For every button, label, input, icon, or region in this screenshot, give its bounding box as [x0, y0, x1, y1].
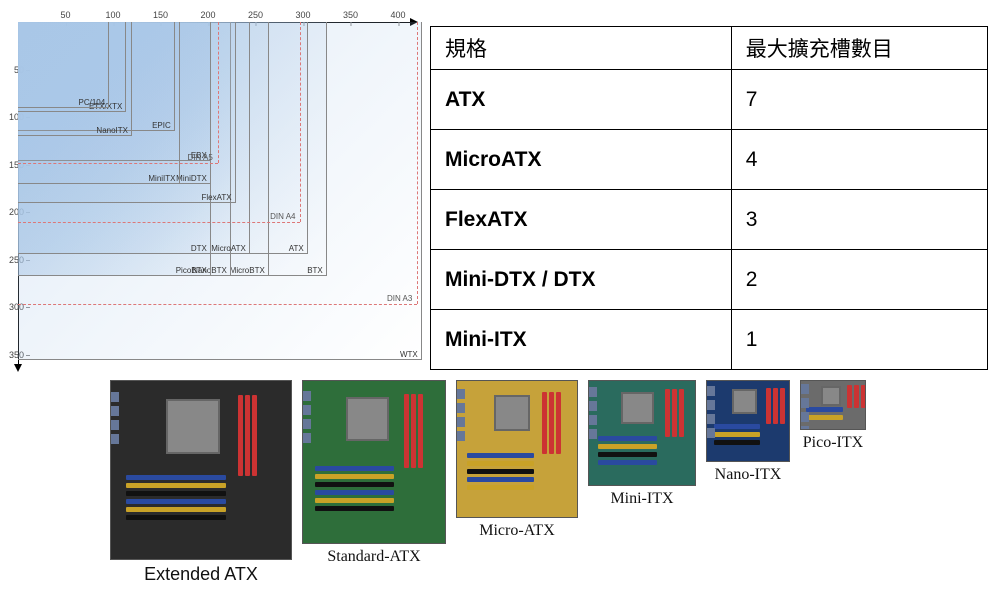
- motherboard-graphic: [302, 380, 446, 544]
- board-label: Nano-ITX: [715, 466, 782, 484]
- board-item: Extended ATX: [110, 380, 292, 585]
- form-factor-size-chart: 5010015020025030035040050100150200250300…: [6, 10, 416, 370]
- din-label: DIN A5: [188, 153, 213, 162]
- din-line: [18, 163, 218, 164]
- form-factor-label: MiniITX: [148, 175, 175, 183]
- form-factor-label: PicoBTX: [176, 267, 207, 275]
- board-label: Pico-ITX: [803, 434, 863, 452]
- motherboard-graphic: [800, 380, 866, 430]
- slots-cell: 4: [731, 130, 987, 190]
- col-spec: 規格: [431, 27, 732, 70]
- table-row: Mini-ITX1: [431, 310, 988, 370]
- x-tick: 350: [343, 10, 358, 20]
- table-row: FlexATX3: [431, 190, 988, 250]
- form-factor-label: MiniDTX: [176, 175, 207, 183]
- table-row: Mini-DTX / DTX2: [431, 250, 988, 310]
- x-tick: 300: [295, 10, 310, 20]
- board-label: Extended ATX: [144, 564, 258, 585]
- col-slots: 最大擴充槽數目: [731, 27, 987, 70]
- board-label: Micro-ATX: [479, 522, 555, 540]
- x-tick: 250: [248, 10, 263, 20]
- form-factor-label: MicroATX: [211, 245, 246, 253]
- board-item: Pico-ITX: [800, 380, 866, 452]
- board-item: Mini-ITX: [588, 380, 696, 508]
- motherboard-lineup: Extended ATX Standard-ATX Micro-ATX Mini-IT…: [110, 380, 866, 585]
- table-row: ATX7: [431, 70, 988, 130]
- motherboard-graphic: [706, 380, 790, 462]
- board-label: Standard-ATX: [327, 548, 420, 566]
- din-line: [417, 22, 418, 304]
- spec-cell: ATX: [431, 70, 732, 130]
- form-factor-label: EPIC: [152, 122, 171, 130]
- din-line: [300, 22, 301, 222]
- form-factor-label: FlexATX: [201, 194, 231, 202]
- form-factor-box: [18, 22, 109, 108]
- din-label: DIN A3: [387, 294, 412, 303]
- spec-cell: Mini-ITX: [431, 310, 732, 370]
- din-line: [218, 22, 219, 163]
- form-factor-label: PC/104: [79, 99, 106, 107]
- form-factor-label: BTX: [307, 267, 323, 275]
- board-label: Mini-ITX: [610, 490, 673, 508]
- form-factor-label: WTX: [400, 351, 418, 359]
- slots-cell: 7: [731, 70, 987, 130]
- x-tick: 400: [390, 10, 405, 20]
- x-tick: 100: [105, 10, 120, 20]
- motherboard-graphic: [110, 380, 292, 560]
- spec-cell: MicroATX: [431, 130, 732, 190]
- y-axis-arrow: [14, 364, 22, 372]
- spec-cell: FlexATX: [431, 190, 732, 250]
- din-line: [18, 304, 417, 305]
- form-factor-label: ATX: [289, 245, 304, 253]
- form-factor-label: DTX: [191, 245, 207, 253]
- spec-cell: Mini-DTX / DTX: [431, 250, 732, 310]
- slots-cell: 2: [731, 250, 987, 310]
- motherboard-graphic: [456, 380, 578, 518]
- x-tick: 150: [153, 10, 168, 20]
- motherboard-graphic: [588, 380, 696, 486]
- form-factor-label: NanoITX: [96, 127, 128, 135]
- expansion-slot-table: 規格 最大擴充槽數目 ATX7MicroATX4FlexATX3Mini-DTX…: [430, 26, 988, 370]
- board-item: Standard-ATX: [302, 380, 446, 566]
- board-item: Micro-ATX: [456, 380, 578, 540]
- x-tick: 200: [200, 10, 215, 20]
- board-item: Nano-ITX: [706, 380, 790, 484]
- table-header-row: 規格 最大擴充槽數目: [431, 27, 988, 70]
- x-tick: 50: [60, 10, 70, 20]
- din-line: [18, 222, 300, 223]
- table-row: MicroATX4: [431, 130, 988, 190]
- din-label: DIN A4: [270, 212, 295, 221]
- form-factor-label: MicroBTX: [230, 267, 265, 275]
- slots-cell: 1: [731, 310, 987, 370]
- slots-cell: 3: [731, 190, 987, 250]
